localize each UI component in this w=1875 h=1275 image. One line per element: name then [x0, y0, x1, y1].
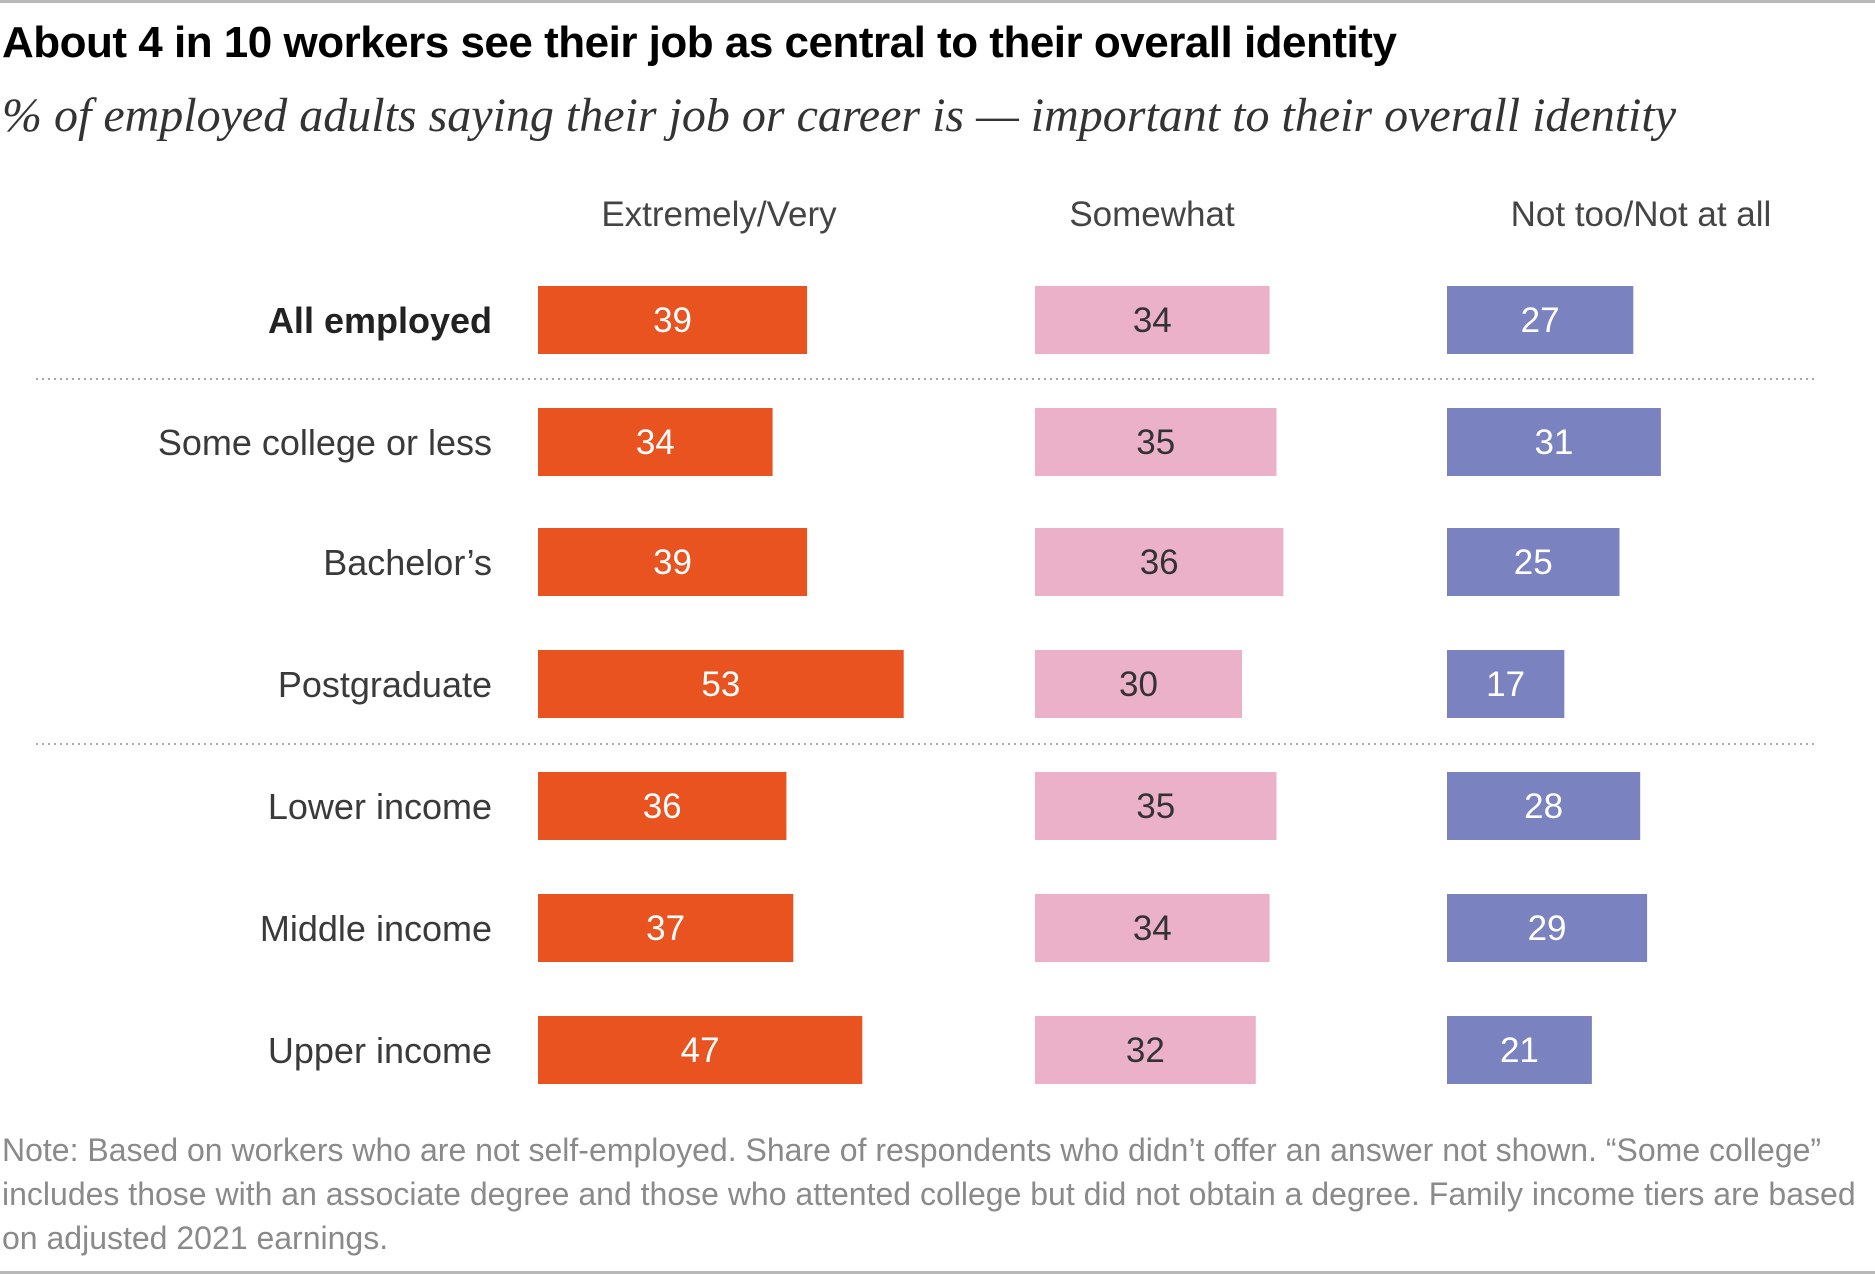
bar-value-label: 17 [1486, 665, 1525, 704]
bar-extremely-very-middle-income [538, 894, 794, 962]
bar-extremely-very-bachelor-s [538, 528, 808, 596]
bar-extremely-very-upper-income [538, 1016, 863, 1084]
bar-value-label: 35 [1136, 787, 1175, 826]
bar-value-label: 34 [1133, 909, 1172, 948]
bottom-rule [0, 1271, 1875, 1274]
column-header-not-too-not-at-all: Not too/Not at all [1511, 195, 1772, 234]
column-header-somewhat: Somewhat [1069, 195, 1235, 234]
bar-extremely-very-some-college-or-less [538, 408, 773, 476]
row-label-middle-income: Middle income [260, 908, 492, 949]
bar-not-too-not-at-all-postgraduate [1447, 650, 1565, 718]
bar-value-label: 21 [1500, 1031, 1539, 1070]
bar-not-too-not-at-all-all-employed [1447, 286, 1634, 354]
bar-somewhat-upper-income [1035, 1016, 1256, 1084]
bar-value-label: 34 [636, 423, 675, 462]
bar-somewhat-some-college-or-less [1035, 408, 1277, 476]
bar-not-too-not-at-all-lower-income [1447, 772, 1641, 840]
bar-not-too-not-at-all-some-college-or-less [1447, 408, 1661, 476]
row-label-some-college-or-less: Some college or less [158, 422, 492, 463]
bar-value-label: 29 [1528, 909, 1567, 948]
bar-extremely-very-all-employed [538, 286, 808, 354]
bar-value-label: 53 [701, 665, 740, 704]
bar-value-label: 32 [1126, 1031, 1165, 1070]
bar-extremely-very-postgraduate [538, 650, 904, 718]
bar-value-label: 36 [643, 787, 682, 826]
column-header-extremely-very: Extremely/Very [601, 195, 837, 234]
bar-value-label: 34 [1133, 301, 1172, 340]
chart-subtitle: % of employed adults saying their job or… [2, 89, 1677, 142]
top-rule [0, 0, 1875, 3]
bar-value-label: 37 [646, 909, 685, 948]
bar-extremely-very-lower-income [538, 772, 787, 840]
bar-value-label: 39 [653, 543, 692, 582]
bar-value-label: 31 [1534, 423, 1573, 462]
bar-chart: Extremely/Very Somewhat Not too/Not at all… [36, 195, 1818, 1084]
row-label-upper-income: Upper income [268, 1030, 492, 1071]
bar-not-too-not-at-all-middle-income [1447, 894, 1648, 962]
bar-value-label: 28 [1524, 787, 1563, 826]
bar-not-too-not-at-all-upper-income [1447, 1016, 1592, 1084]
chart-note: Note: Based on workers who are not self-… [2, 1132, 1856, 1256]
bar-value-label: 39 [653, 301, 692, 340]
bar-somewhat-all-employed [1035, 286, 1270, 354]
bar-somewhat-bachelor-s [1035, 528, 1284, 596]
bar-somewhat-middle-income [1035, 894, 1270, 962]
row-label-bachelor-s: Bachelor’s [323, 542, 492, 583]
bar-not-too-not-at-all-bachelor-s [1447, 528, 1620, 596]
bar-value-label: 30 [1119, 665, 1158, 704]
bar-somewhat-postgraduate [1035, 650, 1242, 718]
chart-title: About 4 in 10 workers see their job as c… [2, 18, 1397, 67]
bar-value-label: 25 [1514, 543, 1553, 582]
row-label-all-employed: All employed [268, 300, 492, 341]
bar-value-label: 27 [1521, 301, 1560, 340]
bar-value-label: 47 [681, 1031, 720, 1070]
bar-somewhat-lower-income [1035, 772, 1277, 840]
row-label-lower-income: Lower income [268, 786, 492, 827]
row-label-postgraduate: Postgraduate [278, 664, 492, 705]
bar-value-label: 35 [1136, 423, 1175, 462]
bar-value-label: 36 [1140, 543, 1179, 582]
